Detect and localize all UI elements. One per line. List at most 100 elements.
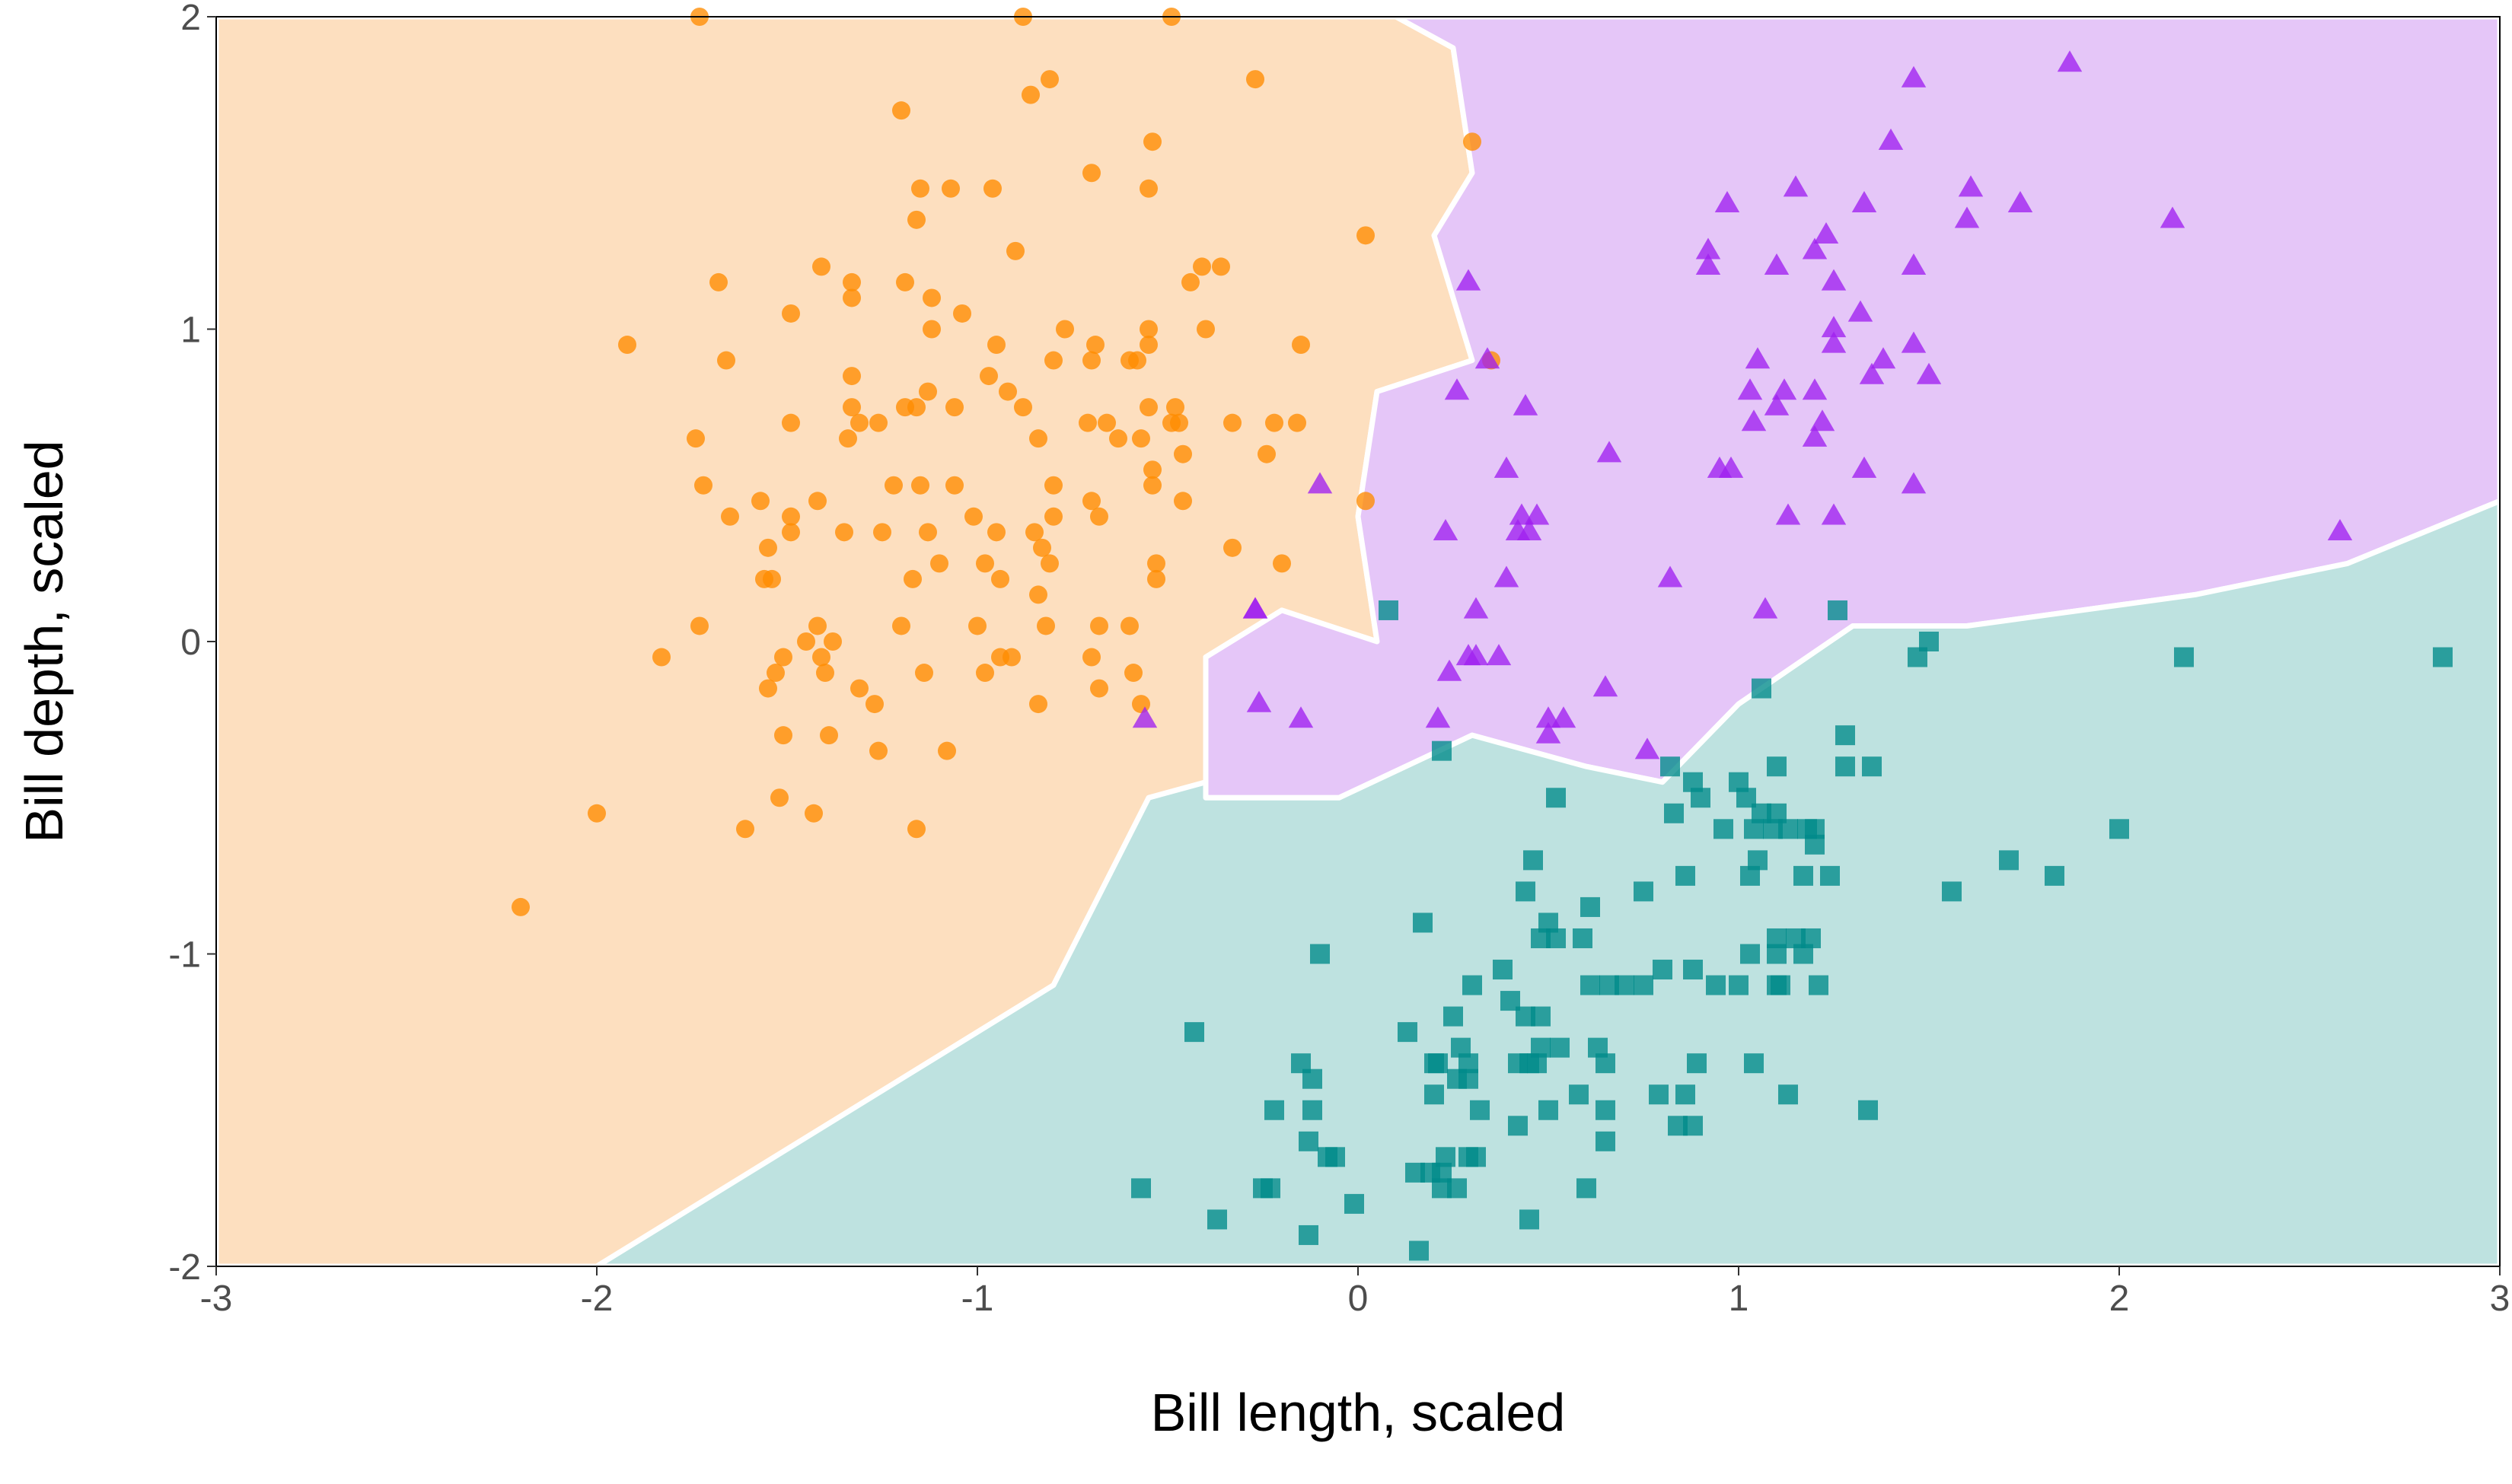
triangle-point — [1695, 253, 1721, 275]
triangle-point — [1551, 706, 1576, 728]
square-point — [1706, 975, 1726, 995]
square-point — [1462, 975, 1482, 995]
circle-point — [1029, 429, 1047, 448]
circle-point — [820, 726, 838, 745]
triangle-point — [1288, 706, 1314, 728]
square-point — [1531, 928, 1551, 948]
square-point — [1675, 1084, 1695, 1105]
square-point — [1261, 1178, 1280, 1199]
circle-point — [850, 413, 869, 432]
circle-point — [774, 648, 792, 667]
square-point — [1413, 912, 1433, 933]
square-point — [1767, 756, 1787, 777]
circle-point — [1090, 616, 1108, 635]
circle-point — [1082, 648, 1101, 667]
y-tick-label: 2 — [180, 0, 201, 38]
triangle-point — [1486, 644, 1512, 666]
circle-point — [1197, 320, 1215, 339]
triangle-point — [1859, 362, 1885, 384]
square-point — [1744, 819, 1764, 839]
circle-point — [1193, 257, 1211, 276]
triangle-point — [1737, 378, 1763, 400]
circle-point — [843, 367, 861, 386]
square-point — [1580, 975, 1600, 995]
square-point — [1344, 1193, 1364, 1214]
circle-point — [1029, 585, 1047, 604]
circle-point — [843, 288, 861, 307]
triangle-point — [1878, 128, 1904, 150]
triangle-point — [1455, 269, 1481, 291]
triangle-point — [1954, 206, 1980, 228]
circle-point — [892, 101, 910, 120]
triangle-point — [1821, 269, 1847, 291]
triangle-point — [1775, 503, 1801, 525]
triangle-point — [2057, 50, 2083, 72]
x-tick-label: -3 — [200, 1279, 233, 1319]
circle-point — [690, 616, 709, 635]
square-point — [1713, 819, 1733, 839]
triangle-point — [1802, 425, 1828, 447]
x-tick-label: 3 — [2490, 1279, 2510, 1319]
triangle-point — [1821, 503, 1847, 525]
square-point — [2109, 819, 2129, 839]
circle-point — [1082, 164, 1101, 183]
series-triangle-points — [1132, 50, 2353, 760]
circle-point — [892, 616, 910, 635]
circle-point — [1022, 85, 1040, 104]
circle-point — [923, 320, 941, 339]
square-point — [1664, 803, 1684, 823]
square-point — [1405, 1162, 1425, 1183]
square-point — [1687, 1053, 1707, 1074]
circle-point — [1143, 132, 1162, 151]
square-point — [1470, 1100, 1490, 1120]
circle-point — [1041, 70, 1059, 89]
circle-point — [1273, 554, 1291, 573]
square-point — [1576, 1178, 1596, 1199]
circle-point — [865, 695, 884, 714]
triangle-point — [1870, 347, 1896, 369]
circle-point — [1292, 336, 1310, 355]
circle-point — [843, 398, 861, 417]
data-points — [512, 8, 2453, 1261]
triangle-point — [1764, 253, 1790, 275]
circle-point — [915, 664, 933, 683]
square-point — [1675, 865, 1695, 886]
circle-point — [945, 476, 964, 495]
square-point — [1523, 850, 1543, 871]
circle-point — [763, 569, 781, 588]
triangle-point — [1783, 175, 1809, 197]
square-point — [1835, 725, 1855, 746]
square-point — [1302, 1100, 1322, 1120]
triangle-point — [1851, 456, 1877, 478]
circle-point — [1082, 492, 1101, 511]
circle-point — [1044, 507, 1063, 526]
square-point — [1508, 1116, 1528, 1136]
circle-point — [907, 210, 926, 229]
square-point — [1809, 975, 1828, 995]
square-point — [1184, 1022, 1204, 1043]
circle-point — [1162, 413, 1181, 432]
circle-point — [983, 179, 1002, 198]
circle-point — [512, 897, 530, 916]
y-axis-ticks: -2 -1 0 1 2 — [168, 0, 216, 1288]
square-point — [1740, 944, 1760, 964]
square-point — [1550, 1037, 1570, 1058]
triangle-point — [1901, 253, 1927, 275]
series-square-points — [1131, 600, 2453, 1261]
square-point — [1447, 1068, 1467, 1089]
square-point — [1634, 881, 1653, 902]
circle-point — [751, 492, 770, 511]
circle-point — [1166, 398, 1184, 417]
circle-point — [1041, 554, 1059, 573]
square-point — [1740, 865, 1760, 886]
circle-point — [896, 272, 914, 291]
triangle-point — [1474, 347, 1500, 369]
circle-point — [1463, 132, 1481, 151]
square-point — [1793, 865, 1813, 886]
square-point — [1828, 600, 1847, 620]
square-point — [1683, 960, 1703, 980]
circle-point — [1288, 413, 1306, 432]
circle-point — [1006, 241, 1025, 260]
square-point — [1264, 1100, 1284, 1120]
